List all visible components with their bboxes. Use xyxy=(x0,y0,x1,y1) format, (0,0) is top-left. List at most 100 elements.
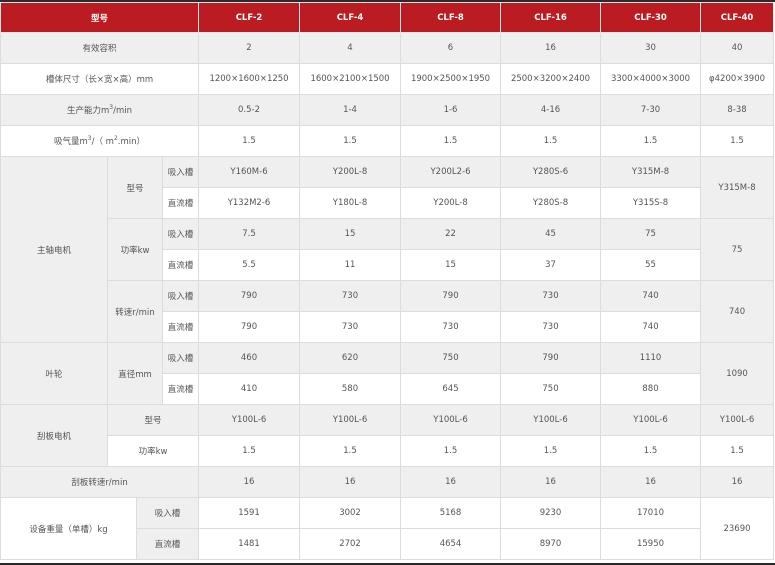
model-header: CLF-16 xyxy=(500,2,602,33)
value-cell: 1.5 xyxy=(700,435,775,467)
table-row: 功率kw 1.5 1.5 1.5 1.5 1.5 1.5 xyxy=(0,435,775,467)
table-row: 刮板转速r/min 16 16 16 16 16 16 xyxy=(0,466,775,498)
value-cell: 620 xyxy=(299,342,402,374)
sub-label: 功率kw xyxy=(106,435,200,467)
row-label: 生产能力m3/min xyxy=(0,94,200,126)
value-cell: 40 xyxy=(700,32,775,64)
superscript: 2 xyxy=(113,135,118,143)
row-label: 有效容积 xyxy=(0,32,200,64)
value-cell: Y100L-6 xyxy=(500,404,602,436)
value-cell: 1900×2500×1950 xyxy=(400,63,502,95)
value-cell: 5168 xyxy=(400,497,502,529)
value-cell: 16 xyxy=(500,32,602,64)
value-cell: 0.5-2 xyxy=(198,94,301,126)
tank-label: 吸入槽 xyxy=(161,280,200,312)
value-cell: 11 xyxy=(299,249,402,281)
value-cell: Y180L-8 xyxy=(299,187,402,219)
value-cell: 1.5 xyxy=(299,435,402,467)
sub-label: 转速r/min xyxy=(107,280,163,343)
tank-label: 直流槽 xyxy=(161,311,200,343)
value-cell: 2 xyxy=(198,32,301,64)
value-cell: 1.5 xyxy=(600,435,702,467)
value-cell: 15950 xyxy=(600,528,702,560)
value-cell: 4 xyxy=(299,32,402,64)
table-row: 主轴电机 型号 吸入槽 Y160M-6 Y200L-8 Y200L2-6 Y280S-6 Y3… xyxy=(0,156,775,343)
combined-value: 1090 xyxy=(700,342,775,405)
value-cell: 7-30 xyxy=(600,94,702,126)
label-text: .min） xyxy=(117,137,146,147)
value-cell: Y280S-6 xyxy=(500,156,602,188)
model-header: CLF-8 xyxy=(400,2,502,33)
value-cell: 4654 xyxy=(400,528,502,560)
value-cell: 30 xyxy=(600,32,702,64)
value-cell: 8970 xyxy=(500,528,602,560)
table-row: 功率kw 吸入槽 7.5 15 22 45 75 75 xyxy=(0,218,775,281)
value-cell: 790 xyxy=(400,280,502,312)
table-row: 设备重量（单槽）kg 吸入槽 1591 3002 5168 9230 17010 23690 xyxy=(0,497,775,560)
sub-label: 直径mm xyxy=(107,342,163,405)
header-row: 型号 CLF-2 CLF-4 CLF-8 CLF-16 CLF-30 CLF-40 xyxy=(0,2,775,33)
value-cell: 55 xyxy=(600,249,702,281)
table-row: 刮板电机 型号 Y100L-6 Y100L-6 Y100L-6 Y100L-6 Y100L-… xyxy=(0,404,775,467)
combined-value: 75 xyxy=(700,218,775,281)
value-cell: 1481 xyxy=(198,528,301,560)
value-cell: 730 xyxy=(500,280,602,312)
label-text: /min xyxy=(113,106,133,116)
value-cell: 740 xyxy=(600,280,702,312)
tank-label: 吸入槽 xyxy=(135,497,200,529)
value-cell: 2500×3200×2400 xyxy=(500,63,602,95)
row-label: 槽体尺寸（长×宽×高）mm xyxy=(0,63,200,95)
value-cell: Y200L-8 xyxy=(299,156,402,188)
value-cell: 16 xyxy=(700,466,775,498)
value-cell: 1110 xyxy=(600,342,702,374)
value-cell: 750 xyxy=(400,342,502,374)
value-cell: Y315S-8 xyxy=(600,187,702,219)
value-cell: 15 xyxy=(400,249,502,281)
value-cell: Y200L2-6 xyxy=(400,156,502,188)
model-header: CLF-40 xyxy=(700,2,775,33)
value-cell: 16 xyxy=(400,466,502,498)
tank-label: 直流槽 xyxy=(161,373,200,405)
value-cell: 750 xyxy=(500,373,602,405)
value-cell: 730 xyxy=(400,311,502,343)
value-cell: 9230 xyxy=(500,497,602,529)
value-cell: 22 xyxy=(400,218,502,250)
tank-label: 直流槽 xyxy=(135,528,200,560)
value-cell: 16 xyxy=(299,466,402,498)
row-label: 吸气量m3/（ m2.min） xyxy=(0,125,200,157)
value-cell: 410 xyxy=(198,373,301,405)
combined-value: 740 xyxy=(700,280,775,343)
row-label: 刮板转速r/min xyxy=(0,466,200,498)
tank-label: 直流槽 xyxy=(161,249,200,281)
value-cell: Y100L-6 xyxy=(400,404,502,436)
value-cell: 1591 xyxy=(198,497,301,529)
group-label: 设备重量（单槽）kg xyxy=(0,497,137,560)
combined-value: 23690 xyxy=(700,497,775,560)
sub-label: 型号 xyxy=(107,156,163,219)
header-label: 型号 xyxy=(0,2,200,33)
superscript: 3 xyxy=(109,104,114,112)
table-row: 叶轮 直径mm 吸入槽 460 620 750 790 1110 1090 xyxy=(0,342,775,405)
value-cell: 880 xyxy=(600,373,702,405)
value-cell: Y100L-6 xyxy=(700,404,775,436)
value-cell: 740 xyxy=(600,311,702,343)
model-header: CLF-4 xyxy=(299,2,402,33)
tank-label: 吸入槽 xyxy=(161,156,200,188)
value-cell: φ4200×3900 xyxy=(700,63,775,95)
value-cell: 17010 xyxy=(600,497,702,529)
value-cell: 1.5 xyxy=(500,435,602,467)
value-cell: 645 xyxy=(400,373,502,405)
value-cell: 1.5 xyxy=(600,125,702,157)
value-cell: 2702 xyxy=(299,528,402,560)
label-text: /（ m xyxy=(91,137,114,147)
value-cell: 460 xyxy=(198,342,301,374)
table-row: 有效容积 2 4 6 16 30 40 xyxy=(0,32,775,64)
value-cell: 75 xyxy=(600,218,702,250)
value-cell: 1.5 xyxy=(700,125,775,157)
value-cell: 790 xyxy=(500,342,602,374)
tank-label: 吸入槽 xyxy=(161,218,200,250)
value-cell: 5.5 xyxy=(198,249,301,281)
value-cell: 16 xyxy=(198,466,301,498)
table-row: 槽体尺寸（长×宽×高）mm 1200×1600×1250 1600×2100×150… xyxy=(0,63,775,95)
